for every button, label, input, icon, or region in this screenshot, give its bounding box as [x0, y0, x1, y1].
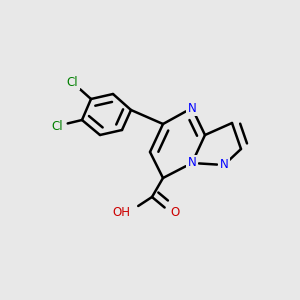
Text: OH: OH — [112, 206, 130, 218]
Text: O: O — [170, 206, 180, 218]
Text: N: N — [188, 101, 196, 115]
Text: N: N — [220, 158, 228, 172]
Text: Cl: Cl — [66, 76, 78, 88]
Text: Cl: Cl — [51, 119, 63, 133]
Text: N: N — [188, 157, 196, 169]
